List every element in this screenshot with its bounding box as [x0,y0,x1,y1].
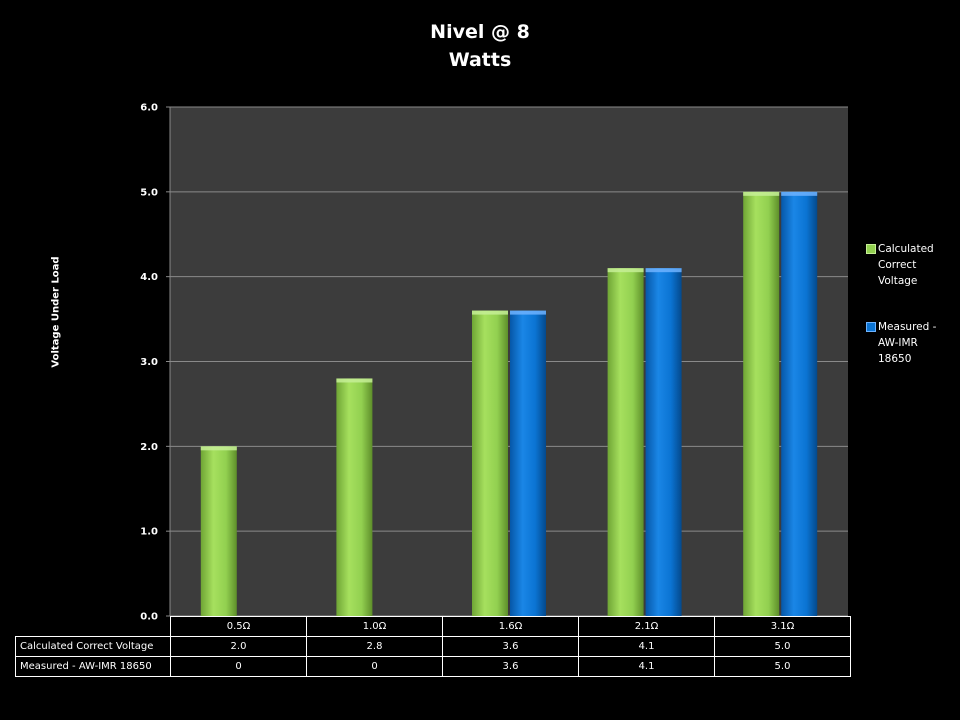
bar-top-highlight [607,268,644,273]
bar-top-highlight [336,378,373,383]
chart-subtitle: Watts [448,49,512,71]
table-row: Measured - AW-IMR 18650 0 0 3.6 4.1 5.0 [15,656,851,677]
bar-calculated [743,191,780,617]
legend-label: Calculated Correct Voltage [878,241,958,289]
table-cell: 0 [170,656,307,677]
bar-top-highlight [781,191,818,196]
table-row-header: Calculated Correct Voltage [15,636,171,657]
bar-top-highlight [510,310,546,315]
legend-label: Measured - AW-IMR 18650 [878,319,958,367]
table-header-row: 0.5Ω 1.0Ω 1.6Ω 2.1Ω 3.1Ω [15,616,851,637]
bar-top-highlight [645,268,682,273]
chart-title: Nivel @ 8 [430,21,530,43]
legend-swatch-green [866,244,876,254]
table-category: 0.5Ω [170,616,307,637]
legend-line: Voltage [878,275,918,287]
table-cell: 3.6 [442,636,579,657]
table-category: 2.1Ω [578,616,715,637]
bar-top-highlight [472,310,508,315]
table-category: 1.6Ω [442,616,579,637]
table-cell: 4.1 [578,656,715,677]
legend-item-calculated: Calculated Correct Voltage [866,241,958,289]
table-category: 3.1Ω [714,616,851,637]
bar-calculated [200,446,237,616]
bar-calculated [472,310,508,616]
bar-measured [781,191,818,617]
table-row: Calculated Correct Voltage 2.0 2.8 3.6 4… [15,636,851,657]
y-tick-label: 1.0 [140,527,158,538]
table-cell: 2.8 [306,636,443,657]
bar-top-highlight [200,446,237,451]
legend-swatch-blue [866,322,876,332]
legend-line: Calculated [878,243,934,255]
table-cell: 0 [306,656,443,677]
bar-calculated [336,378,373,616]
table-row-header: Measured - AW-IMR 18650 [15,656,171,677]
table-cell: 5.0 [714,656,851,677]
legend-line: Measured - [878,321,937,333]
y-tick-label: 4.0 [140,272,158,283]
legend-item-measured: Measured - AW-IMR 18650 [866,319,958,367]
table-cell: 5.0 [714,636,851,657]
bar-calculated [607,268,644,616]
table-cell: 2.0 [170,636,307,657]
table-cell: 4.1 [578,636,715,657]
y-tick-label: 6.0 [140,103,158,114]
bar-measured [645,268,682,616]
bar-top-highlight [743,191,780,196]
legend-line: Correct [878,259,917,271]
y-tick-label: 2.0 [140,442,158,453]
legend-line: AW-IMR [878,337,918,349]
bar-measured [510,310,546,616]
table-cell: 3.6 [442,656,579,677]
table-category: 1.0Ω [306,616,443,637]
legend-line: 18650 [878,353,912,365]
data-table: 0.5Ω 1.0Ω 1.6Ω 2.1Ω 3.1Ω Calculated Corr… [15,616,851,677]
y-tick-label: 3.0 [140,357,158,368]
y-tick-label: 5.0 [140,187,158,198]
table-corner [15,616,171,637]
